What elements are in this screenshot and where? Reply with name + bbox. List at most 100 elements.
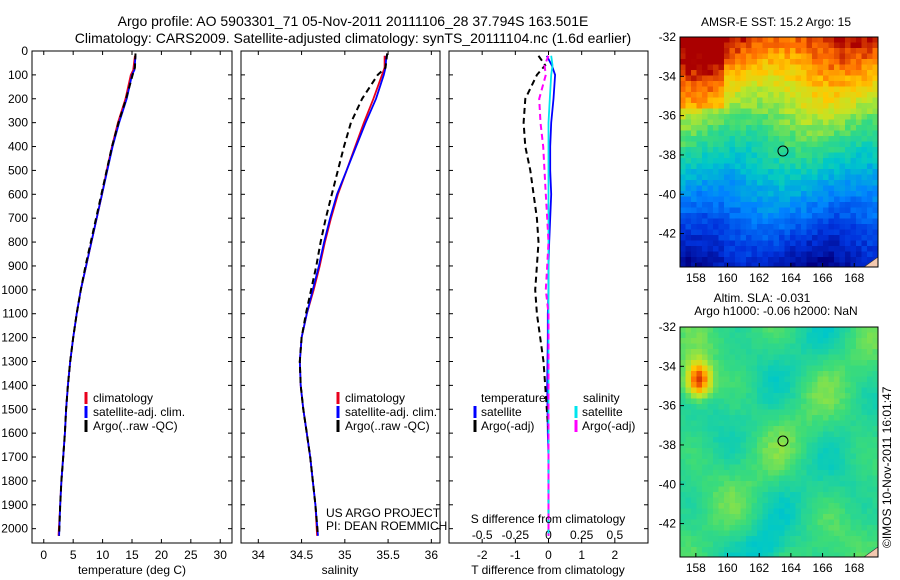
heatmap-cell	[812, 530, 818, 537]
heatmap-cell	[740, 371, 747, 377]
heatmap-cell	[779, 437, 785, 443]
heatmap-cell	[834, 257, 840, 263]
heatmap-cell	[707, 229, 714, 236]
heatmap-cell	[702, 398, 708, 405]
heatmap-cell	[735, 251, 741, 258]
heatmap-cell	[757, 420, 763, 427]
heatmap-cell	[746, 257, 752, 263]
heatmap-cell	[762, 125, 769, 131]
heatmap-cell	[867, 108, 873, 115]
heatmap-cell	[773, 196, 780, 203]
heatmap-cell	[784, 158, 791, 164]
heatmap-cell	[691, 448, 697, 454]
heatmap-cell	[707, 114, 714, 120]
heatmap-cell	[773, 338, 780, 344]
heatmap-cell	[729, 169, 736, 175]
heatmap-cell	[812, 191, 818, 197]
heatmap-cell	[729, 376, 736, 383]
heatmap-cell	[746, 59, 752, 65]
heatmap-cell	[795, 92, 802, 98]
heatmap-cell	[817, 349, 824, 355]
heatmap-cell	[823, 420, 829, 427]
heatmap-cell	[702, 125, 708, 131]
heatmap-cell	[801, 169, 807, 175]
heatmap-cell	[718, 442, 725, 449]
heatmap-cell	[817, 180, 824, 186]
heatmap-cell	[685, 431, 692, 438]
heatmap-cell	[872, 541, 878, 548]
heatmap-cell	[768, 519, 774, 526]
heatmap-cell	[861, 492, 868, 498]
heatmap-cell	[729, 152, 736, 159]
heatmap-cell	[735, 360, 741, 366]
legend-label-t-argo: Argo(-adj)	[481, 419, 534, 433]
heatmap-cell	[845, 70, 851, 76]
heatmap-cell	[795, 152, 802, 159]
heatmap-cell	[718, 349, 725, 355]
heatmap-cell	[768, 174, 774, 181]
heatmap-cell	[773, 169, 780, 175]
y-tick-label: 1300	[1, 354, 28, 368]
heatmap-cell	[845, 486, 851, 493]
heatmap-cell	[795, 492, 802, 498]
heatmap-cell	[751, 343, 758, 350]
heatmap-cell	[839, 420, 846, 427]
heatmap-cell	[735, 59, 741, 65]
heatmap-cell	[784, 136, 791, 142]
heatmap-cell	[790, 519, 796, 526]
heatmap-cell	[751, 240, 758, 247]
heatmap-cell	[757, 92, 763, 98]
x-tick-label: 164	[781, 271, 801, 285]
heatmap-cell	[872, 508, 878, 515]
heatmap-cell	[834, 114, 840, 120]
heatmap-cell	[718, 48, 725, 54]
heatmap-cell	[823, 453, 829, 460]
heatmap-cell	[685, 459, 692, 465]
heatmap-cell	[740, 354, 747, 361]
heatmap-cell	[872, 371, 878, 377]
heatmap-cell	[834, 332, 840, 339]
heatmap-cell	[729, 481, 736, 487]
heatmap-cell	[784, 97, 791, 104]
heatmap-cell	[856, 371, 862, 377]
heatmap-cell	[784, 459, 791, 465]
heatmap-cell	[685, 86, 692, 93]
heatmap-cell	[817, 92, 824, 98]
heatmap-cell	[828, 70, 835, 76]
heatmap-cell	[850, 246, 857, 252]
heatmap-cell	[856, 240, 862, 247]
heatmap-cell	[702, 174, 708, 181]
heatmap-cell	[806, 338, 813, 344]
heatmap-cell	[790, 365, 796, 372]
heatmap-cell	[806, 224, 813, 230]
heatmap-cell	[823, 97, 829, 104]
heatmap-cell	[779, 97, 785, 104]
heatmap-cell	[828, 251, 835, 258]
heatmap-cell	[718, 437, 725, 443]
heatmap-cell	[790, 213, 796, 219]
heatmap-cell	[707, 453, 714, 460]
heatmap-cell	[812, 398, 818, 405]
heatmap-cell	[839, 437, 846, 443]
heatmap-cell	[762, 81, 769, 87]
heatmap-cell	[691, 514, 697, 520]
heatmap-cell	[867, 257, 873, 263]
heatmap-cell	[762, 75, 769, 82]
heatmap-cell	[724, 103, 730, 109]
heatmap-cell	[691, 371, 697, 377]
heatmap-cell	[812, 185, 818, 192]
heatmap-cell	[784, 235, 791, 241]
heatmap-cell	[702, 240, 708, 247]
heatmap-cell	[685, 448, 692, 454]
heatmap-cell	[856, 191, 862, 197]
heatmap-cell	[746, 519, 752, 526]
heatmap-cell	[713, 53, 719, 60]
heatmap-cell	[845, 508, 851, 515]
heatmap-cell	[740, 508, 747, 515]
heatmap-cell	[713, 398, 719, 405]
heatmap-cell	[757, 393, 763, 399]
heatmap-cell	[718, 64, 725, 71]
heatmap-cell	[872, 332, 878, 339]
heatmap-cell	[817, 475, 824, 482]
heatmap-cell	[729, 246, 736, 252]
